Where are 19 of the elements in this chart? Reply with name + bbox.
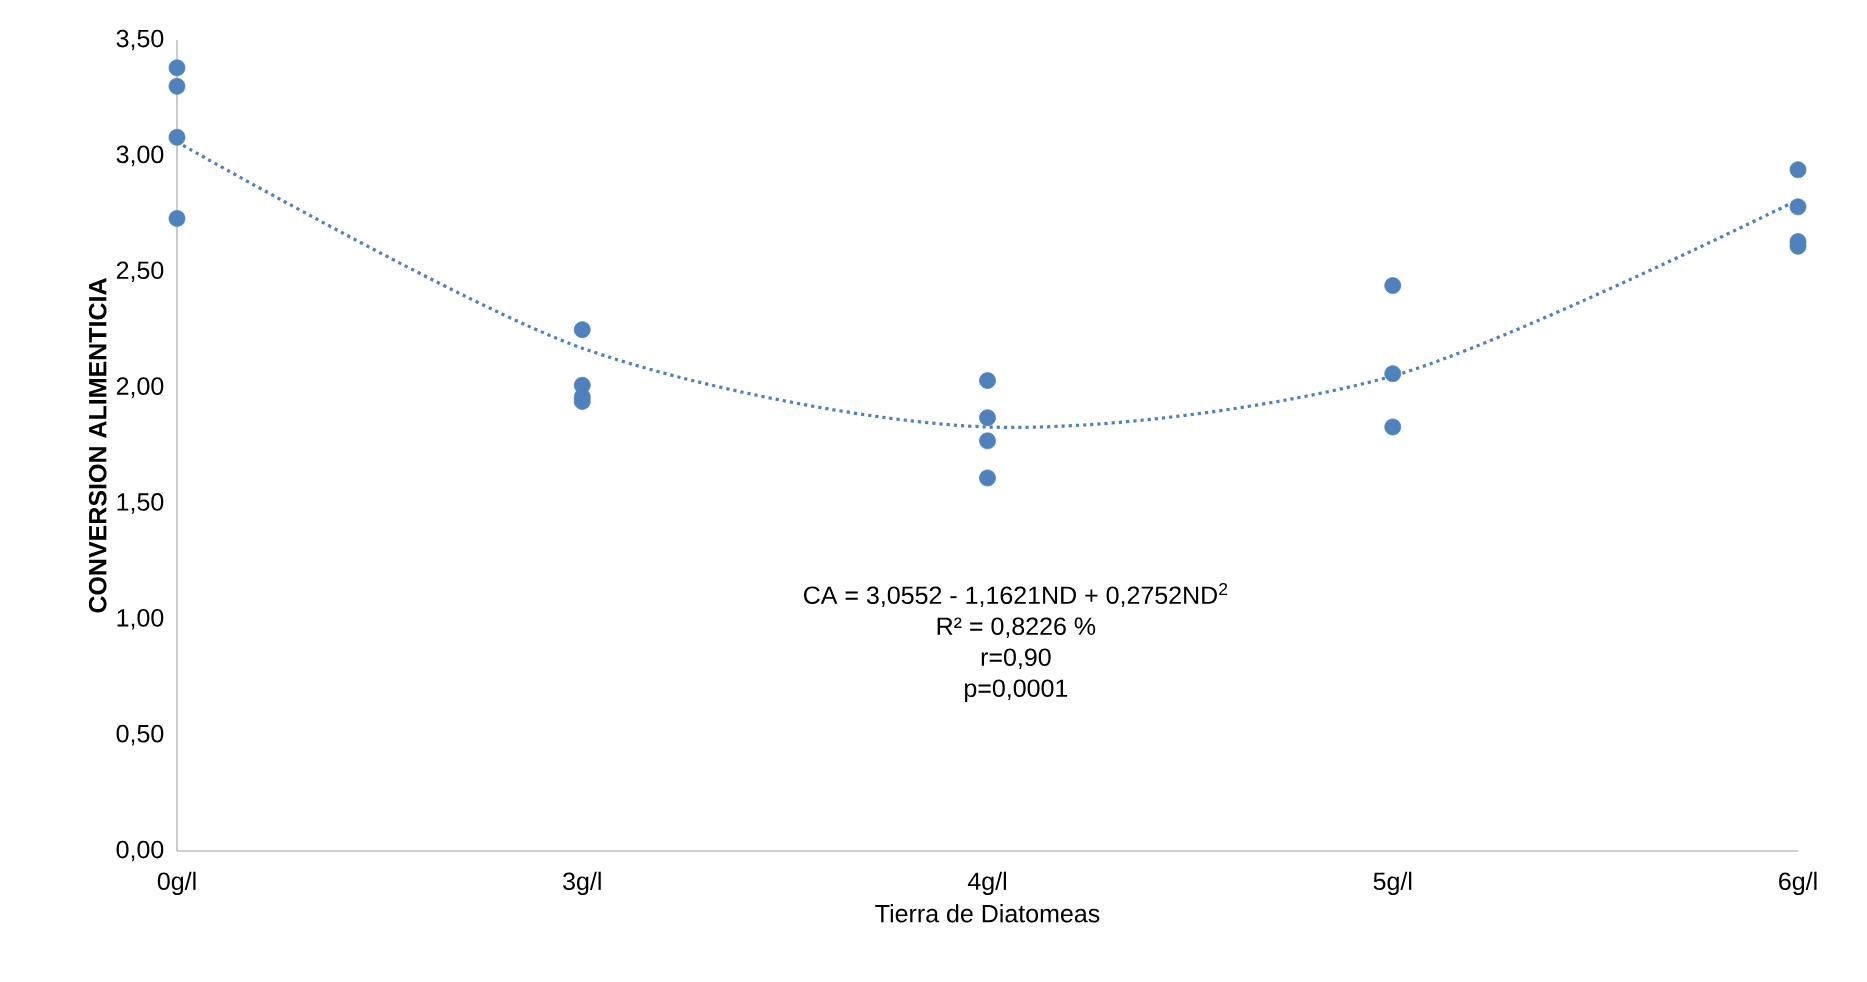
y-axis-title: CONVERSION ALIMENTICIA	[88, 278, 107, 613]
y-tick-label: 0,50	[116, 724, 164, 746]
x-tick-label: 4g/l	[967, 871, 1006, 896]
annotation: CA = 3,0552 - 1,1621ND + 0,2752ND$^{2}$	[804, 582, 1228, 608]
y-tick-label: 2,50	[116, 261, 164, 283]
x-tick-label: 3g/l	[563, 871, 601, 896]
annotation: p=0,0001	[964, 679, 1068, 702]
x-tick-label: 0g/l	[157, 871, 196, 896]
y-tick-label: 0,00	[116, 840, 164, 862]
y-tick-label: 1,50	[117, 493, 164, 514]
x-tick-label: 5g/l	[1373, 871, 1412, 896]
annotation: R² = 0,8226 %	[937, 617, 1096, 639]
annotation: r=0,90	[981, 648, 1051, 670]
y-tick-label: 3,00	[116, 145, 164, 167]
x-tick-label: 6g/l	[1779, 871, 1817, 896]
y-tick-label: 2,00	[116, 377, 164, 398]
y-tick-label: 3,50	[116, 29, 164, 51]
y-tick-label: 1,00	[117, 608, 164, 630]
x-axis-title: Tierra de Diatomeas	[875, 904, 1100, 923]
